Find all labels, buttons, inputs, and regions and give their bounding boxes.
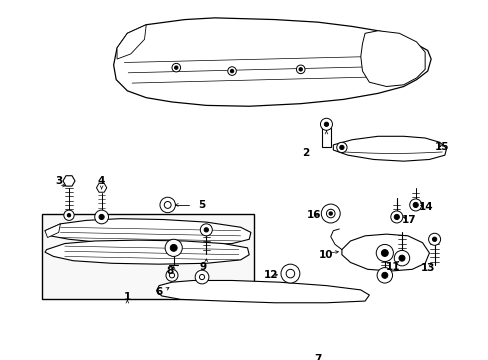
Ellipse shape — [123, 249, 135, 255]
Circle shape — [324, 122, 328, 126]
Circle shape — [376, 267, 392, 283]
Ellipse shape — [249, 289, 257, 294]
Polygon shape — [360, 31, 424, 86]
Circle shape — [67, 213, 71, 217]
Polygon shape — [373, 318, 399, 338]
Text: 2: 2 — [302, 148, 309, 158]
Ellipse shape — [196, 251, 207, 256]
Text: 4: 4 — [98, 176, 105, 186]
Text: 15: 15 — [434, 141, 448, 152]
Circle shape — [362, 337, 367, 342]
Text: 7: 7 — [314, 355, 321, 360]
Polygon shape — [324, 318, 405, 359]
Circle shape — [200, 224, 212, 236]
Circle shape — [172, 63, 180, 72]
Text: 10: 10 — [319, 250, 333, 260]
Circle shape — [227, 67, 236, 75]
Circle shape — [381, 249, 387, 256]
Polygon shape — [117, 25, 146, 59]
Circle shape — [199, 274, 204, 280]
Circle shape — [285, 269, 294, 278]
Circle shape — [398, 255, 404, 261]
Circle shape — [412, 202, 417, 207]
Ellipse shape — [287, 289, 296, 296]
Circle shape — [375, 244, 392, 262]
Ellipse shape — [347, 59, 373, 71]
Polygon shape — [45, 224, 61, 238]
Polygon shape — [113, 18, 430, 106]
Circle shape — [281, 264, 299, 283]
Circle shape — [230, 69, 233, 73]
Ellipse shape — [114, 230, 126, 235]
Polygon shape — [45, 219, 250, 245]
Text: 8: 8 — [166, 266, 174, 276]
Circle shape — [431, 237, 436, 242]
Circle shape — [165, 269, 178, 281]
Circle shape — [390, 211, 402, 223]
Circle shape — [298, 68, 302, 71]
Bar — [322, 128, 330, 147]
Text: 6: 6 — [155, 288, 163, 297]
Circle shape — [393, 251, 409, 266]
Text: 11: 11 — [386, 262, 400, 272]
Text: 9: 9 — [199, 262, 206, 272]
Circle shape — [296, 65, 305, 74]
Polygon shape — [341, 234, 428, 271]
Polygon shape — [96, 183, 106, 192]
Text: 3: 3 — [55, 176, 62, 186]
Circle shape — [170, 244, 177, 251]
Circle shape — [427, 233, 440, 245]
Polygon shape — [63, 176, 75, 186]
Ellipse shape — [210, 289, 219, 294]
Circle shape — [195, 270, 208, 284]
Circle shape — [169, 273, 174, 278]
Circle shape — [320, 118, 332, 130]
Text: 16: 16 — [305, 210, 320, 220]
Circle shape — [99, 215, 104, 220]
Circle shape — [358, 333, 371, 347]
Ellipse shape — [326, 291, 334, 297]
Ellipse shape — [182, 71, 213, 85]
Circle shape — [204, 228, 208, 232]
Circle shape — [336, 142, 346, 153]
Circle shape — [381, 272, 387, 278]
Text: 1: 1 — [123, 292, 131, 302]
Text: 5: 5 — [198, 200, 205, 210]
Polygon shape — [339, 321, 360, 334]
Circle shape — [174, 66, 178, 69]
Polygon shape — [156, 280, 368, 303]
Circle shape — [160, 197, 175, 213]
Circle shape — [409, 199, 421, 211]
Circle shape — [393, 215, 399, 220]
Ellipse shape — [183, 231, 195, 237]
Ellipse shape — [180, 289, 189, 296]
Ellipse shape — [267, 69, 298, 83]
Circle shape — [339, 145, 344, 150]
Circle shape — [321, 204, 340, 223]
Bar — [41, 213, 254, 300]
Circle shape — [165, 239, 182, 256]
Polygon shape — [333, 136, 446, 161]
Polygon shape — [45, 240, 249, 264]
Ellipse shape — [351, 293, 360, 299]
Text: 17: 17 — [401, 215, 415, 225]
Text: 12: 12 — [263, 270, 277, 280]
Circle shape — [64, 210, 74, 220]
Text: 13: 13 — [420, 264, 434, 274]
Text: 14: 14 — [418, 202, 432, 212]
Circle shape — [326, 209, 334, 218]
Circle shape — [328, 212, 332, 215]
Circle shape — [164, 202, 171, 208]
Circle shape — [95, 210, 108, 224]
